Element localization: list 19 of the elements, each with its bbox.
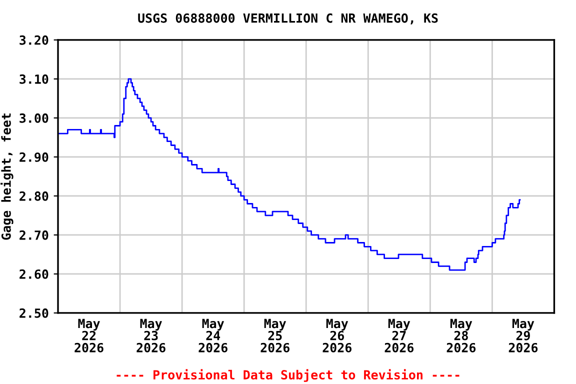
y-tick-label: 2.80 [20,191,48,201]
y-tick-label: 2.70 [20,230,48,240]
x-tick-label: May 24 2026 [198,318,228,352]
x-tick-label: May 28 2026 [446,318,476,352]
text: ---- Provisional Data Subject to Revision ---- [116,369,460,382]
x-tick-label: May 23 2026 [136,318,166,352]
x-tick-label: May 22 2026 [74,318,104,352]
y-tick-label: 2.60 [20,269,48,279]
y-tick-label: 2.90 [20,152,48,162]
x-tick-label: May 27 2026 [384,318,414,352]
chart-title: USGS 06888000 VERMILLION C NR WAMEGO, KS [138,13,438,24]
y-tick-label: 3.10 [20,74,48,84]
y-tick-label: 3.00 [20,113,48,123]
y-tick-label: 2.50 [20,308,48,318]
y-axis-title: Gage height, feet [0,113,14,240]
x-tick-label: May 25 2026 [260,318,290,352]
x-tick-label: May 26 2026 [322,318,352,352]
y-tick-label: 3.20 [20,35,48,45]
x-tick-label: May 29 2026 [508,318,538,352]
